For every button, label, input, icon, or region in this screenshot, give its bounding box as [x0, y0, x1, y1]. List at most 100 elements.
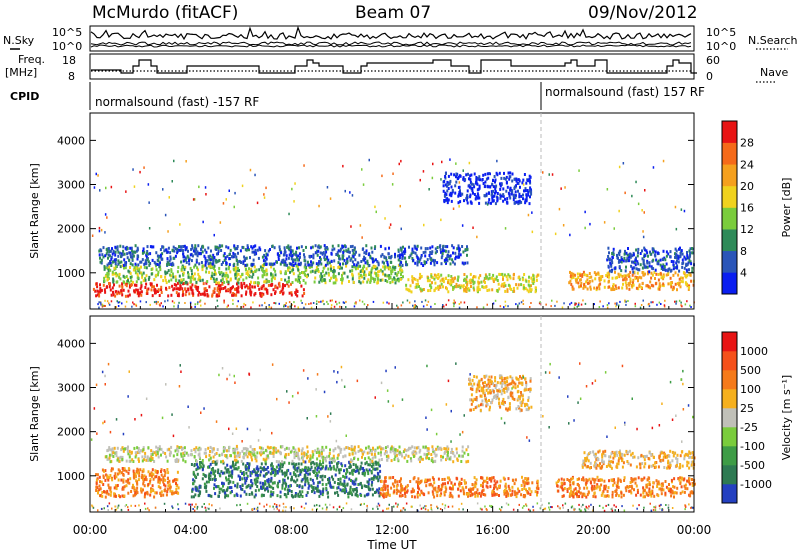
echo-cell: [142, 477, 144, 481]
echo-cell: [611, 256, 614, 260]
echo-cell: [103, 267, 106, 271]
echo-cell: [216, 485, 219, 489]
echo-cell: [461, 454, 464, 458]
echo-cell: [399, 265, 402, 269]
noise-cell: [362, 183, 365, 186]
echo-cell: [187, 273, 190, 277]
echo-band: [92, 281, 306, 298]
echo-cell: [254, 471, 257, 475]
echo-cell: [524, 189, 527, 193]
echo-cell: [475, 478, 478, 482]
echo-cell: [252, 258, 255, 262]
echo-cell: [365, 468, 368, 472]
noise-cell: [400, 159, 402, 163]
echo-cell: [317, 448, 320, 452]
echo-cell: [205, 266, 208, 270]
echo-cell: [110, 255, 113, 259]
noise-cell: [132, 168, 134, 171]
echo-cell: [475, 491, 478, 495]
noise-cell: [241, 184, 244, 188]
echo-cell: [192, 470, 195, 474]
echo-cell: [507, 484, 510, 488]
echo-cell: [343, 244, 346, 248]
echo-cell: [507, 494, 510, 498]
echo-cell: [646, 284, 649, 288]
echo-cell: [291, 494, 294, 498]
echo-cell: [247, 273, 249, 276]
echo-cell: [441, 478, 444, 481]
echo-cell: [454, 191, 457, 195]
echo-cell: [629, 270, 632, 274]
echo-cell: [281, 259, 284, 263]
echo-cell: [345, 475, 348, 479]
echo-cell: [517, 189, 519, 193]
echo-cell: [142, 279, 145, 283]
noise-cell: [599, 300, 601, 303]
echo-cells: [92, 171, 695, 298]
echo-cell: [218, 491, 221, 494]
echo-cell: [403, 448, 406, 452]
echo-cell: [524, 198, 527, 202]
noise-cell: [318, 301, 320, 303]
echo-cell: [452, 251, 454, 255]
echo-cell: [365, 267, 368, 271]
echo-cell: [381, 278, 384, 282]
echo-cell: [267, 456, 270, 460]
echo-cell: [209, 474, 212, 478]
echo-cell: [522, 284, 525, 287]
echo-cell: [294, 492, 297, 495]
echo-cell: [133, 266, 136, 270]
echo-cell: [572, 272, 575, 276]
echo-cell: [231, 475, 233, 479]
echo-cell: [237, 290, 240, 294]
echo-cell: [158, 265, 161, 269]
echo-cell: [463, 199, 465, 203]
colorbar-segment: [722, 142, 737, 165]
echo-cell: [155, 264, 157, 268]
echo-cell: [132, 472, 135, 475]
echo-cell: [298, 495, 301, 498]
echo-cell: [371, 480, 374, 484]
noise-cell: [570, 301, 573, 304]
echo-cell: [503, 176, 506, 180]
echo-cell: [336, 465, 339, 469]
noise-cell: [143, 166, 145, 169]
echo-cell: [292, 462, 295, 466]
echo-cell: [401, 494, 404, 497]
echo-cell: [236, 460, 239, 464]
echo-cell: [161, 252, 164, 256]
echo-cell: [321, 474, 324, 478]
echo-cell: [265, 454, 268, 458]
echo-cell: [305, 493, 308, 497]
echo-cell: [133, 446, 136, 450]
echo-cell: [367, 278, 370, 282]
echo-cell: [486, 481, 489, 485]
echo-cell: [173, 287, 176, 291]
echo-cell: [132, 460, 135, 463]
echo-cell: [286, 263, 288, 267]
noise-cell: [133, 303, 135, 306]
echo-cell: [321, 275, 323, 279]
echo-cell: [268, 280, 271, 283]
echo-cell: [210, 264, 213, 268]
echo-cell: [627, 259, 630, 263]
echo-cell: [411, 249, 414, 253]
echo-cell: [435, 274, 438, 278]
echo-cell: [283, 471, 286, 475]
echo-cell: [521, 278, 524, 282]
echo-cell: [249, 282, 252, 286]
echo-cell: [321, 478, 324, 482]
noise-cell: [375, 210, 377, 214]
echo-cell: [526, 478, 529, 482]
echo-cell: [319, 467, 322, 471]
noise-cell: [291, 187, 293, 191]
echo-cell: [142, 446, 145, 450]
echo-cell: [281, 460, 283, 464]
noise-cell: [344, 189, 346, 193]
echo-cell: [329, 484, 332, 488]
echo-cell: [247, 285, 250, 289]
echo-cell: [607, 264, 610, 268]
echo-cell: [521, 475, 523, 479]
echo-cell: [469, 195, 472, 199]
echo-cell: [665, 273, 668, 277]
